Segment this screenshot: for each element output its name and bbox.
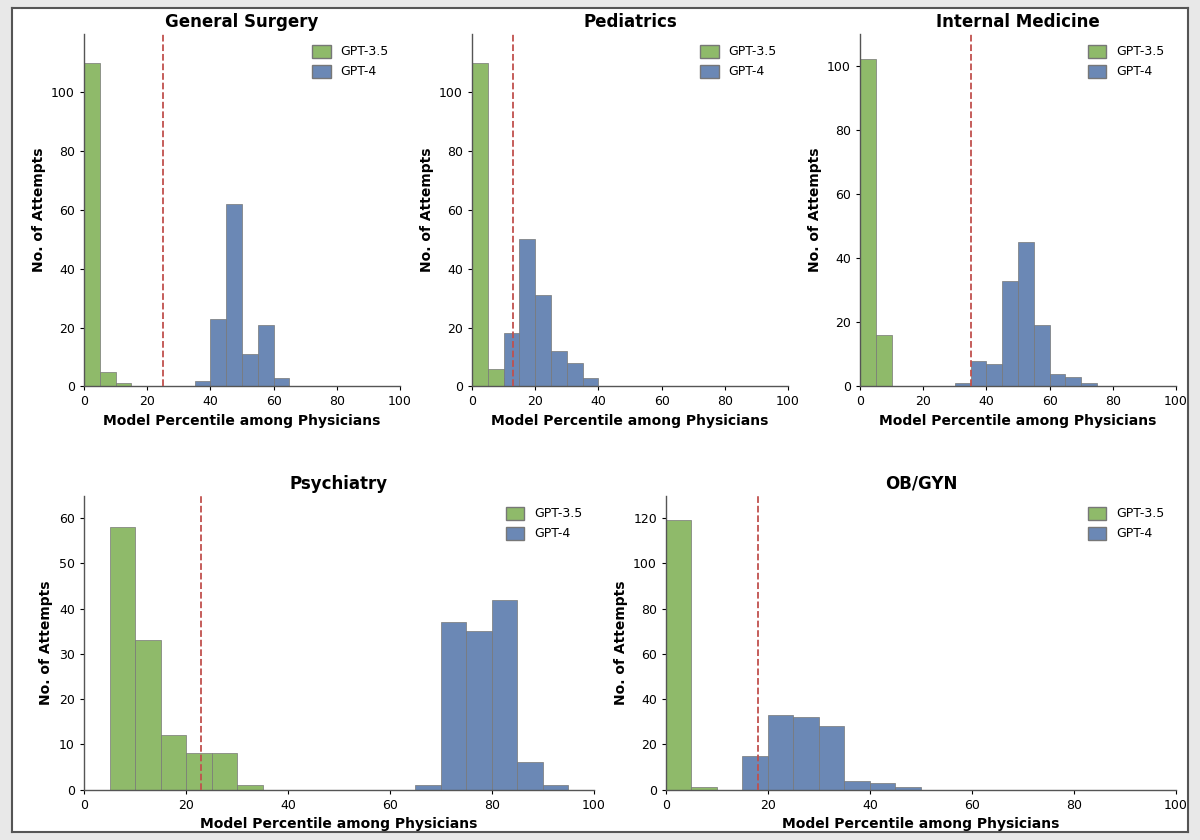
Bar (895, 787, 920, 790)
Bar (986, 364, 1002, 386)
Bar (876, 335, 892, 386)
Bar (768, 715, 793, 790)
Bar (566, 363, 582, 386)
Bar (210, 318, 227, 386)
Bar (971, 360, 986, 386)
Bar (1033, 325, 1050, 386)
X-axis label: Model Percentile among Physicians: Model Percentile among Physicians (491, 414, 769, 428)
Bar (84, 63, 100, 386)
Bar (109, 528, 134, 790)
Bar (258, 324, 274, 386)
Legend: GPT-3.5, GPT-4: GPT-3.5, GPT-4 (695, 39, 781, 83)
Bar (1066, 377, 1081, 386)
Bar (520, 239, 535, 386)
Bar (1050, 374, 1066, 386)
Bar (535, 295, 551, 386)
Bar (211, 753, 238, 790)
Bar (115, 383, 132, 386)
Bar (504, 377, 520, 386)
Legend: GPT-3.5, GPT-4: GPT-3.5, GPT-4 (1082, 501, 1170, 545)
Bar (487, 369, 504, 386)
Bar (860, 60, 876, 386)
Bar (504, 333, 520, 386)
Y-axis label: No. of Attempts: No. of Attempts (613, 580, 628, 705)
Bar (793, 717, 818, 790)
Legend: GPT-3.5, GPT-4: GPT-3.5, GPT-4 (307, 39, 394, 83)
Bar (238, 785, 263, 790)
Y-axis label: No. of Attempts: No. of Attempts (31, 148, 46, 272)
Y-axis label: No. of Attempts: No. of Attempts (40, 580, 54, 705)
Legend: GPT-3.5, GPT-4: GPT-3.5, GPT-4 (500, 501, 588, 545)
Bar (666, 521, 691, 790)
X-axis label: Model Percentile among Physicians: Model Percentile among Physicians (880, 414, 1157, 428)
Bar (467, 632, 492, 790)
X-axis label: Model Percentile among Physicians: Model Percentile among Physicians (200, 817, 478, 832)
Bar (242, 354, 258, 386)
Bar (472, 63, 487, 386)
Bar (274, 377, 289, 386)
Bar (1081, 383, 1097, 386)
Bar (161, 735, 186, 790)
Bar (227, 204, 242, 386)
Bar (1002, 281, 1018, 386)
X-axis label: Model Percentile among Physicians: Model Percentile among Physicians (103, 414, 380, 428)
Bar (551, 351, 566, 386)
Title: Pediatrics: Pediatrics (583, 13, 677, 30)
Bar (100, 371, 115, 386)
Title: Internal Medicine: Internal Medicine (936, 13, 1100, 30)
Y-axis label: No. of Attempts: No. of Attempts (808, 148, 822, 272)
Bar (870, 783, 895, 790)
Bar (134, 640, 161, 790)
Bar (955, 383, 971, 386)
Title: General Surgery: General Surgery (166, 13, 319, 30)
Bar (1018, 242, 1033, 386)
Bar (542, 785, 569, 790)
Bar (845, 780, 870, 790)
Bar (492, 600, 517, 790)
Title: OB/GYN: OB/GYN (884, 475, 958, 492)
Legend: GPT-3.5, GPT-4: GPT-3.5, GPT-4 (1082, 39, 1170, 83)
X-axis label: Model Percentile among Physicians: Model Percentile among Physicians (782, 817, 1060, 832)
Bar (440, 622, 467, 790)
Bar (743, 756, 768, 790)
Bar (186, 753, 211, 790)
Title: Psychiatry: Psychiatry (290, 475, 388, 492)
Bar (583, 377, 599, 386)
Bar (415, 785, 442, 790)
Bar (818, 727, 845, 790)
Bar (691, 787, 716, 790)
Bar (194, 381, 210, 386)
Bar (517, 763, 542, 790)
Y-axis label: No. of Attempts: No. of Attempts (420, 148, 433, 272)
